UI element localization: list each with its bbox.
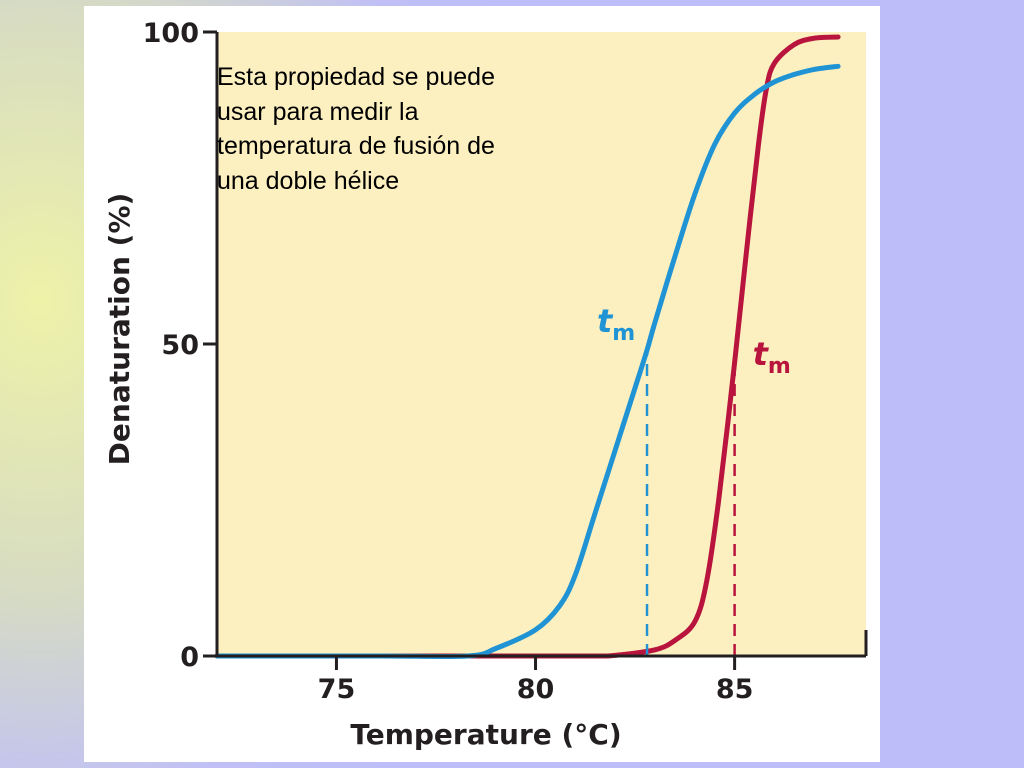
y-tick-label-100: 100 (143, 18, 199, 49)
y-tick-label-0: 0 (180, 642, 199, 673)
annotation-text: Esta propiedad se puede usar para medir … (217, 63, 495, 195)
x-tick-label-75: 75 (318, 674, 356, 705)
tm-label-red: tm (753, 335, 791, 379)
figure-panel: tm tm 0 50 100 75 80 85 Temperature (°C) Denat… (84, 6, 880, 762)
tm-label-blue: tm (597, 302, 635, 346)
x-tick-label-85: 85 (716, 674, 754, 705)
series-line-blue (214, 63, 841, 660)
x-tick-label-80: 80 (517, 674, 555, 705)
x-axis-title: Temperature (°C) (350, 718, 621, 751)
y-axis-title: Denaturation (%) (103, 193, 136, 466)
denaturation-chart: tm tm 0 50 100 75 80 85 Temperature (°C) Denat… (103, 18, 868, 751)
y-tick-label-50: 50 (161, 330, 199, 361)
